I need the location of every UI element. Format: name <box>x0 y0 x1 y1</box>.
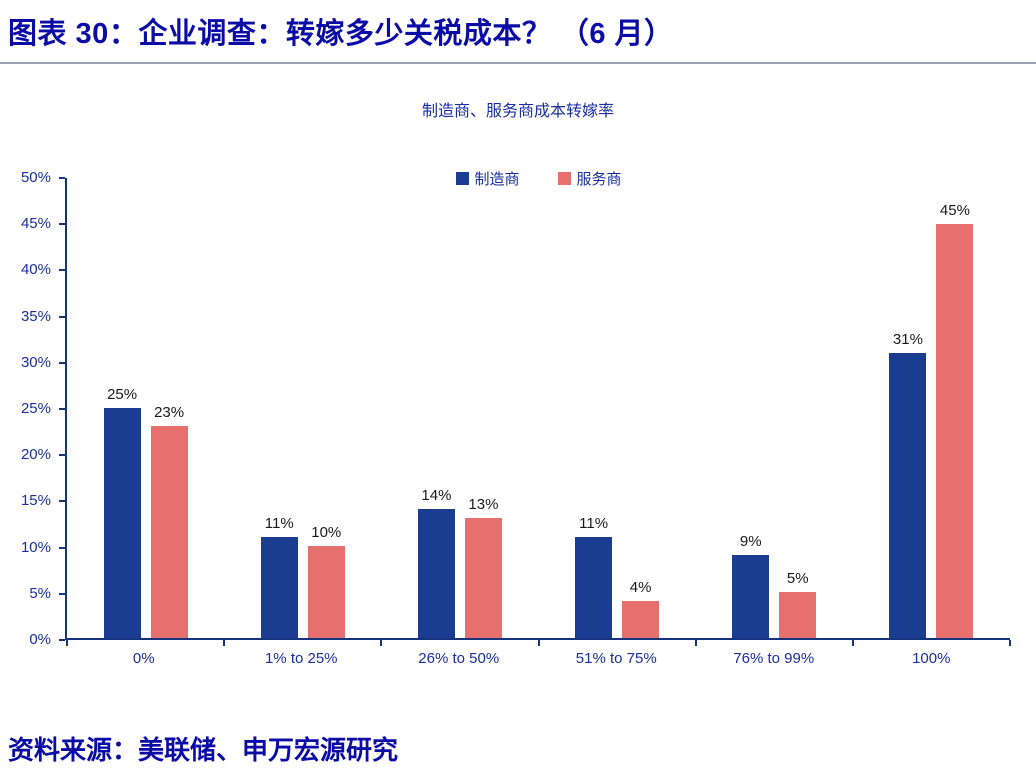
bar-group: 25% 23% <box>67 178 224 638</box>
bar-value-label: 25% <box>107 386 138 403</box>
legend-label: 服务商 <box>576 171 622 188</box>
bar-manufacturer: 25% <box>103 386 141 638</box>
y-tick-mark <box>59 223 65 226</box>
y-tick-mark <box>59 639 65 641</box>
y-tick-mark <box>59 269 65 272</box>
bar-services: 23% <box>150 404 188 638</box>
y-tick-label: 0% <box>29 631 51 648</box>
bar-services: 13% <box>464 496 502 638</box>
bar-value-label: 9% <box>739 533 762 551</box>
y-tick-label: 10% <box>20 538 51 556</box>
bar-value-label: 31% <box>892 330 923 348</box>
bar-value-label: 4% <box>629 579 652 597</box>
y-tick-mark <box>59 500 65 503</box>
bar-value-label: 45% <box>939 202 970 219</box>
y-tick-mark <box>59 454 65 457</box>
page-title: 图表 30：企业调查：转嫁多少关税成本？ （6 月） <box>8 18 674 50</box>
y-axis: 0% 5% 10% 15% 20% 25% 30% 35% 40% 45% 50% <box>0 169 65 648</box>
y-tick-label: 15% <box>20 492 51 510</box>
legend-swatch-services <box>557 172 571 185</box>
bar-value-label: 14% <box>421 487 452 505</box>
legend: 制造商 服务商 <box>449 168 628 189</box>
plot-area: 制造商 服务商 25% 23% 11% 10% 14% 13% 11% 4% 9% 5% 31% 45% <box>65 168 1011 646</box>
x-tick-mark <box>380 640 383 646</box>
bars: 25% 23% 11% 10% 14% 13% 11% 4% 9% 5% 31% 45% <box>67 178 1010 638</box>
chart-title: 制造商、服务商成本转嫁率 <box>421 103 614 120</box>
bar-services: 45% <box>936 202 974 638</box>
y-tick-mark <box>59 546 65 549</box>
bar-manufacturer: 31% <box>889 331 927 638</box>
x-axis-labels: 0% 1% to 25% 26% to 50% 51% to 75% 76% to 99… <box>65 650 1010 667</box>
y-tick-label: 45% <box>20 215 51 233</box>
y-tick-mark <box>59 592 65 595</box>
x-axis-label: 26% to 50% <box>418 650 500 667</box>
y-tick-label: 5% <box>29 584 51 602</box>
bar-value-label: 13% <box>468 496 499 514</box>
x-tick-mark <box>537 640 540 646</box>
bar-group: 11% 4% <box>539 178 696 638</box>
y-tick-mark <box>59 315 65 318</box>
x-tick-mark <box>223 640 226 646</box>
title-divider <box>0 62 1036 64</box>
bar-manufacturer: 11% <box>575 515 613 638</box>
legend-item-manufacturer: 制造商 <box>455 168 520 189</box>
x-axis-label: 100% <box>912 650 951 667</box>
bar-group: 11% 10% <box>224 178 381 638</box>
x-tick-mark <box>694 640 697 646</box>
y-tick-label: 35% <box>20 307 51 325</box>
y-tick-mark <box>59 408 65 410</box>
bar-manufacturer: 9% <box>732 533 770 638</box>
bar-group: 14% 13% <box>381 178 538 638</box>
bar-group: 31% 45% <box>853 178 1010 638</box>
bar-services: 4% <box>622 579 660 638</box>
bar-value-label: 5% <box>786 570 809 587</box>
y-tick-mark <box>59 177 65 179</box>
source-note: 资料来源：美联储、申万宏源研究 <box>8 735 399 765</box>
y-tick-mark <box>59 361 65 364</box>
y-tick-label: 50% <box>20 169 51 186</box>
x-axis-label: 76% to 99% <box>733 650 815 667</box>
x-axis-label: 0% <box>132 650 155 667</box>
bar-value-label: 11% <box>579 514 609 532</box>
x-tick-mark <box>66 640 68 646</box>
y-tick-label: 20% <box>20 446 51 464</box>
bar-group: 9% 5% <box>696 178 853 638</box>
bar-value-label: 11% <box>264 514 294 532</box>
x-tick-mark <box>1009 640 1011 646</box>
y-tick-label: 30% <box>20 353 51 371</box>
x-axis-label: 51% to 75% <box>575 650 657 667</box>
y-tick-label: 40% <box>20 261 51 279</box>
legend-label: 制造商 <box>474 171 520 188</box>
legend-swatch-manufacturer <box>455 172 469 185</box>
bar-value-label: 23% <box>154 404 185 422</box>
bar-services: 5% <box>779 570 817 638</box>
bar-manufacturer: 11% <box>260 515 298 638</box>
bar-value-label: 10% <box>311 524 342 541</box>
x-axis-label: 1% to 25% <box>264 650 338 667</box>
y-tick-label: 25% <box>20 400 51 417</box>
x-tick-mark <box>851 640 854 646</box>
bar-services: 10% <box>307 524 345 638</box>
legend-item-services: 服务商 <box>557 168 622 189</box>
bar-manufacturer: 14% <box>417 487 455 638</box>
